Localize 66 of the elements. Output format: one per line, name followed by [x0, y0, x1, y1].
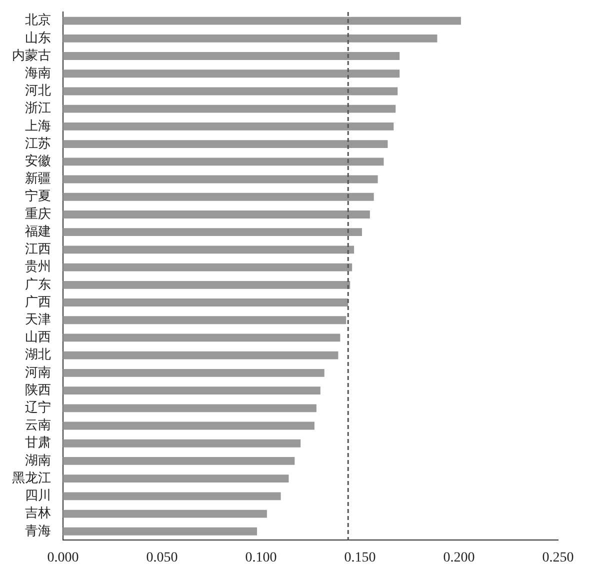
bar — [63, 104, 396, 113]
bar — [63, 52, 400, 60]
bar — [63, 351, 338, 360]
bar — [63, 298, 348, 306]
bar — [63, 70, 400, 78]
y-tick-label: 上海 — [25, 118, 51, 134]
y-tick-label: 湖北 — [25, 348, 51, 363]
bar — [63, 457, 295, 465]
y-tick-label: 湖南 — [25, 453, 51, 468]
bar — [63, 16, 461, 25]
y-tick-label: 宁夏 — [25, 188, 51, 204]
bar — [63, 510, 267, 518]
y-tick-label: 黑龙江 — [12, 470, 51, 486]
y-tick-label: 江苏 — [25, 136, 51, 152]
x-tick-label: 0.250 — [542, 550, 574, 566]
bar — [63, 527, 258, 536]
y-tick-label: 辽宁 — [25, 400, 51, 416]
y-tick-label: 新疆 — [25, 172, 51, 187]
bar — [63, 280, 350, 289]
x-tick-label: 0.200 — [443, 550, 475, 566]
y-tick-label: 吉林 — [25, 506, 51, 522]
bar — [63, 210, 370, 218]
y-tick-label: 广东 — [25, 277, 51, 292]
y-tick-label: 贵州 — [25, 260, 51, 275]
y-tick-label: 山东 — [25, 30, 51, 46]
y-tick-label: 北京 — [25, 13, 51, 28]
bar — [63, 246, 354, 254]
y-tick-label: 安徽 — [25, 153, 51, 170]
bar — [63, 263, 352, 272]
x-tick-label: 0.100 — [245, 550, 277, 566]
y-tick-label: 江西 — [25, 242, 51, 258]
y-tick-label: 广西 — [25, 294, 51, 310]
y-tick-label: 云南 — [25, 418, 51, 434]
bar — [63, 158, 384, 166]
y-tick-label: 浙江 — [25, 101, 51, 116]
y-tick-label: 海南 — [25, 66, 51, 81]
bar — [63, 404, 316, 412]
x-tick-label: 0.150 — [344, 550, 376, 566]
y-tick-label: 陕西 — [25, 382, 51, 398]
y-tick-label: 天津 — [25, 312, 51, 328]
y-tick-label: 河北 — [25, 84, 51, 99]
y-tick-label: 内蒙古 — [12, 48, 51, 64]
x-tick-label: 0.050 — [146, 550, 178, 566]
bar — [63, 334, 340, 342]
bar — [63, 192, 374, 201]
bar — [63, 439, 301, 448]
x-tick-label: 0.000 — [47, 550, 79, 566]
y-tick-label: 四川 — [25, 488, 51, 504]
bar — [63, 368, 324, 377]
bar — [63, 228, 362, 236]
y-tick-label: 甘肃 — [25, 436, 51, 451]
bar — [63, 34, 438, 42]
bar — [63, 492, 281, 500]
bar — [63, 316, 346, 324]
bar — [63, 474, 289, 483]
y-tick-label: 青海 — [25, 524, 51, 539]
bar — [63, 386, 320, 395]
y-tick-label: 福建 — [25, 224, 51, 240]
bar — [63, 87, 398, 96]
bar — [63, 140, 388, 148]
bar — [63, 122, 394, 130]
bar — [63, 422, 314, 430]
y-tick-label: 重庆 — [25, 206, 51, 222]
y-tick-label: 河南 — [25, 365, 51, 380]
bar — [63, 175, 378, 184]
y-tick-label: 山西 — [25, 330, 51, 346]
